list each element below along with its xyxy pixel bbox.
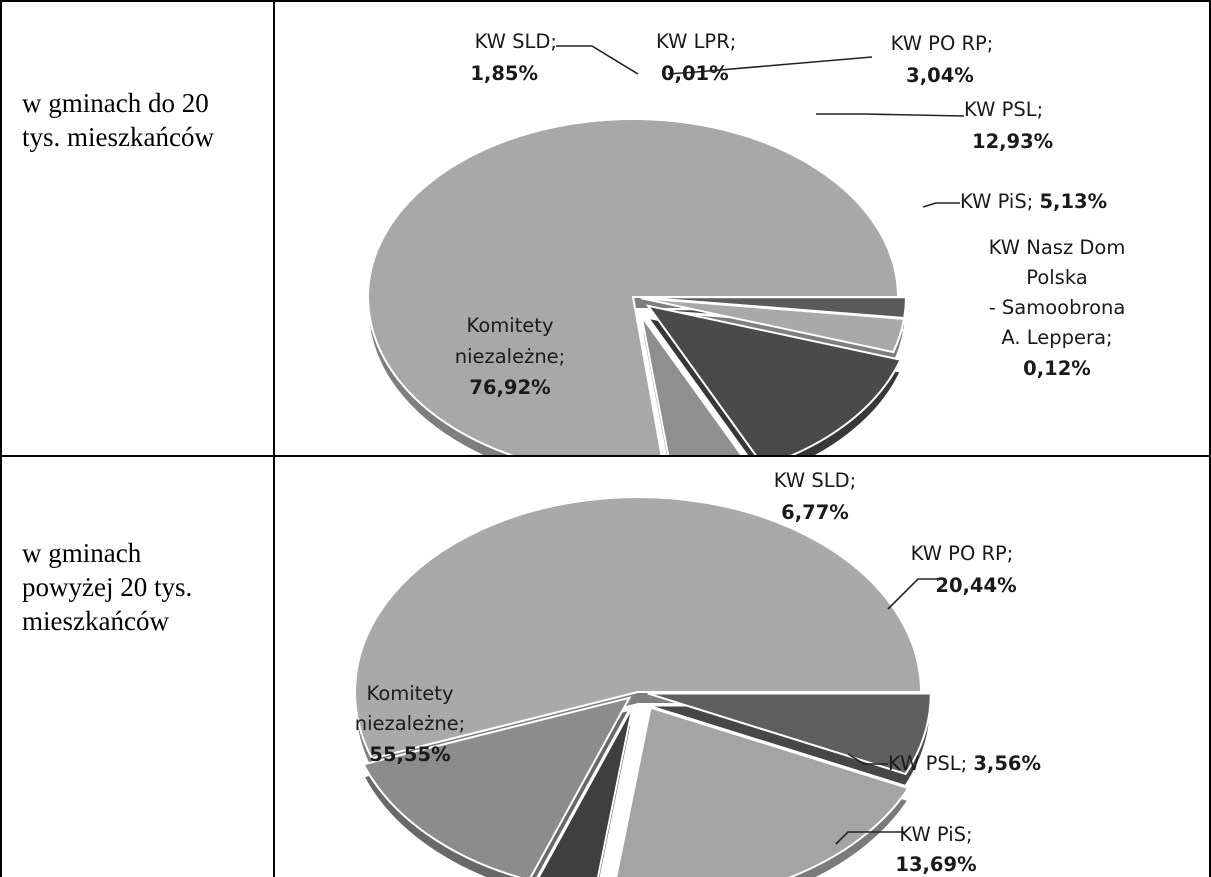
slice-label-text: KW PiS;	[960, 190, 1039, 213]
leader-line-kw-pis	[922, 202, 960, 208]
row-label-line: mieszkańców	[22, 606, 169, 636]
slice-value-kw-nasz-dom-polska-samoobrona-a-leppera: 0,12%	[1023, 357, 1091, 380]
pie-chart-large-municipalities: KW SLD; 6,77% KW PO RP; 20,44% KW PSL; 3,56%…	[354, 469, 1041, 877]
pie-slice-kw-psl	[537, 706, 634, 877]
slice-label-kw-pis: KW PiS; 5,13%	[960, 190, 1107, 213]
leader-line-kw-psl	[816, 113, 965, 117]
row-label-line: w gminach	[22, 538, 142, 568]
slice-label-kw-po-rp: KW PO RP;	[891, 32, 994, 55]
pie-chart-small-municipalities: KW SLD; 1,85% KW LPR; 0,01% KW PO RP; 3,04% KW…	[367, 30, 1126, 455]
leader-line-kw-po-rp	[887, 578, 938, 610]
row-label-small-municipalities: w gminach do 20 tys. mieszkańców	[22, 86, 262, 154]
slice-label-line-komitety-niezalez-ne: Komitety	[367, 682, 454, 705]
pie-slice-kw-po-rp	[640, 297, 906, 354]
table-border-right	[1209, 0, 1211, 877]
slice-label-kw-psl: KW PSL; 3,56%	[888, 752, 1041, 775]
slice-value-kw-psl: 12,93%	[972, 130, 1053, 153]
pie-leaders	[556, 45, 965, 208]
slice-value-kw-po-rp: 3,04%	[906, 64, 974, 87]
slice-label-kw-sld: KW SLD;	[774, 469, 856, 492]
pie-leaders	[835, 578, 938, 845]
pie-labels: KW SLD; 6,77% KW PO RP; 20,44% KW PSL; 3,56%…	[355, 469, 1041, 876]
pie-labels: KW SLD; 1,85% KW LPR; 0,01% KW PO RP; 3,04% KW…	[455, 30, 1126, 399]
slice-value-komitety-niezalez-ne: 55,55%	[369, 743, 450, 766]
slice-label-line-kw-nasz-dom-polska-samoobrona-a-leppera: Polska	[1026, 266, 1087, 289]
slice-value-kw-pis: 13,69%	[895, 853, 976, 876]
table-border-top	[0, 0, 1211, 2]
slice-label-kw-po-rp: KW PO RP;	[911, 542, 1014, 565]
table-column-divider	[273, 0, 275, 877]
pie-slices	[354, 496, 932, 877]
leader-line-kw-po-rp	[667, 56, 873, 75]
slice-label-line-komitety-niezalez-ne: niezależne;	[355, 712, 466, 735]
slice-value-kw-sld: 6,77%	[781, 501, 849, 524]
pie-slice-kw-psl	[645, 304, 903, 455]
table-border-left	[0, 0, 2, 877]
slice-value-komitety-niezalez-ne: 76,92%	[469, 376, 550, 399]
leader-line-kw-pis	[835, 831, 904, 845]
row-label-line: tys. mieszkańców	[22, 122, 214, 152]
slice-label-kw-psl: KW PSL;	[964, 98, 1043, 121]
pie-slice-kw-sld	[647, 692, 932, 776]
slice-label-kw-pis: KW PiS;	[899, 823, 972, 846]
row-label-line: powyżej 20 tys.	[22, 572, 193, 602]
slice-label-line-kw-nasz-dom-polska-samoobrona-a-leppera: KW Nasz Dom	[989, 236, 1126, 259]
slice-value-kw-po-rp: 20,44%	[935, 574, 1016, 597]
pie-slice-komitety-niezalez-ne	[354, 496, 923, 760]
pie-slices	[367, 118, 907, 455]
pie-slice-kw-pis	[640, 315, 743, 455]
leader-line-kw-sld	[556, 45, 639, 75]
slice-value-kw-sld: 1,85%	[470, 62, 538, 85]
slice-label-line-kw-nasz-dom-polska-samoobrona-a-leppera: A. Leppera;	[1001, 326, 1112, 349]
slice-label-line-kw-nasz-dom-polska-samoobrona-a-leppera: - Samoobrona	[989, 296, 1126, 319]
pie-slice-komitety-niezalez-ne	[367, 118, 900, 455]
slice-label-kw-sld: KW SLD;	[475, 30, 557, 53]
slice-value-kw-psl: 3,56%	[973, 752, 1041, 775]
row-label-line: w gminach do 20	[22, 88, 209, 118]
slice-label-text: KW PSL;	[888, 752, 973, 775]
leader-line-kw-psl	[847, 753, 888, 765]
slice-value-kw-pis: 5,13%	[1039, 190, 1107, 213]
slice-label-line-komitety-niezalez-ne: niezależne;	[455, 345, 566, 368]
table-row-divider	[0, 455, 1211, 457]
pie-slice-kw-po-rp	[615, 706, 910, 877]
slice-label-kw-lpr: KW LPR;	[656, 30, 736, 53]
row-label-large-municipalities: w gminach powyżej 20 tys. mieszkańców	[22, 536, 262, 638]
slice-label-line-komitety-niezalez-ne: Komitety	[467, 314, 554, 337]
slice-value-kw-lpr: 0,01%	[661, 62, 729, 85]
pie-slice-kw-pis	[361, 696, 632, 877]
